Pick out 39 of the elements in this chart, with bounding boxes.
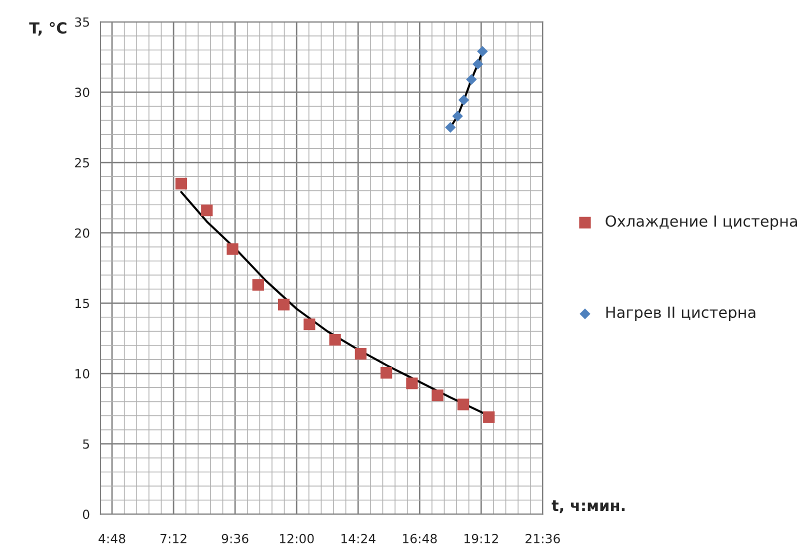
point (466, 74, 477, 85)
y-tick-label: 25 (75, 158, 89, 168)
point (329, 334, 341, 346)
point (457, 398, 470, 410)
x-axis-title: t, ч:мин. (552, 500, 625, 514)
point (445, 122, 456, 133)
x-tick-label: 7:12 (160, 534, 186, 544)
x-tick-label: 16:48 (403, 534, 437, 544)
x-tick-label: 9:36 (222, 534, 248, 544)
point (406, 378, 418, 390)
x-tick-label: 4:48 (98, 534, 126, 544)
point (432, 390, 444, 402)
point (175, 178, 188, 190)
legend-label: Охлаждение I цистерна (606, 215, 797, 230)
x-tick-label: 19:12 (464, 534, 498, 544)
point (380, 367, 392, 379)
y-tick-label: 15 (76, 298, 89, 308)
point (354, 348, 367, 360)
y-tick-label: 0 (82, 510, 90, 520)
y-tick-label: 20 (75, 228, 90, 238)
point (278, 298, 290, 310)
y-axis-title: T, °C (29, 22, 66, 36)
point (472, 58, 484, 70)
point (304, 318, 316, 330)
x-tick-label: 12:00 (280, 534, 314, 544)
point (226, 243, 238, 255)
x-tick-label: 21:36 (526, 534, 560, 544)
x-tick-label: 14:24 (341, 534, 376, 544)
y-tick-label: 5 (83, 439, 89, 449)
point (477, 46, 488, 57)
point (483, 411, 495, 423)
point (458, 94, 470, 106)
point (201, 204, 213, 216)
y-tick-label: 10 (76, 368, 90, 378)
point (452, 110, 463, 122)
point (252, 279, 264, 291)
y-tick-label: 35 (75, 17, 89, 27)
y-tick-label: 30 (75, 88, 90, 98)
legend-label: Нагрев II цистерна (606, 306, 756, 322)
